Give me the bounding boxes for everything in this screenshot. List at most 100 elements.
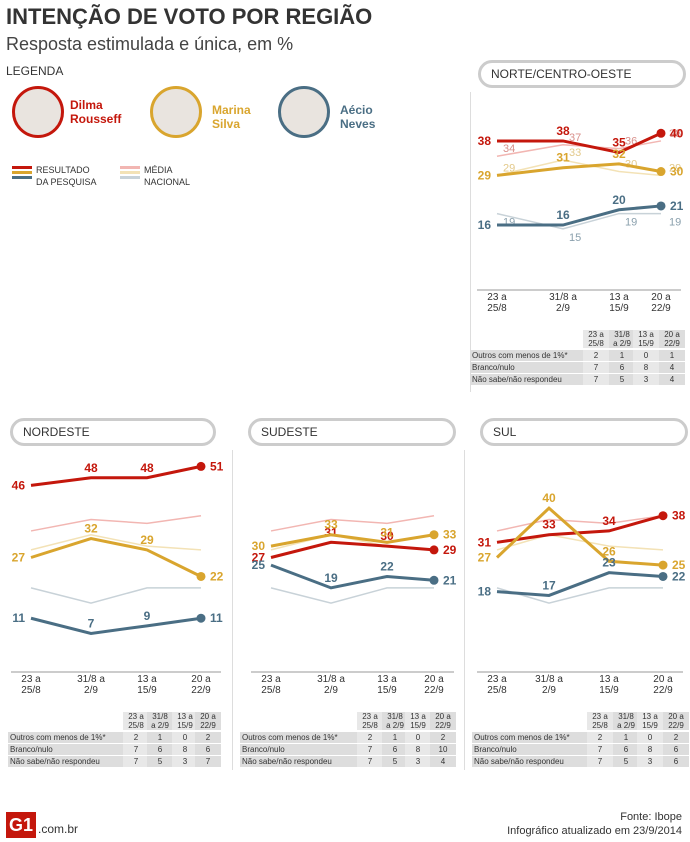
swatch-aecio-avg — [120, 176, 140, 179]
aecio-data-label: 18 — [478, 585, 492, 599]
table-header-line: 31/8 — [387, 712, 403, 721]
swatch-dilma-avg — [120, 166, 140, 169]
table-row-label: Branco/nulo — [8, 744, 123, 755]
table-cell: 6 — [382, 744, 408, 755]
table-header: 31/8 a 2/9 — [382, 712, 408, 730]
table-cell: 3 — [633, 374, 659, 385]
table-header: 13 a 15/9 — [172, 712, 198, 730]
aecio-avg-line — [30, 587, 201, 604]
marina-data-label: 27 — [478, 551, 492, 565]
dilma-end-point — [658, 511, 668, 521]
aecio-data-label: 11 — [210, 611, 223, 625]
table-header-line: a 2/9 — [617, 721, 635, 730]
aecio-avatar — [278, 86, 330, 138]
dilma-data-label: 38 — [672, 509, 686, 523]
marina-line — [30, 536, 202, 578]
aecio-data-label: 19 — [324, 571, 338, 585]
x-tick-label: 22/9 — [191, 685, 211, 696]
region-title-nordeste: NORDESTE — [10, 418, 216, 446]
table-header-line: 25/8 — [362, 721, 378, 730]
marina-data-label: 33 — [324, 518, 338, 532]
marina-data-label: 26 — [602, 544, 616, 558]
aecio-avg-label: 19 — [503, 217, 515, 229]
table-header-line: 23 a — [128, 712, 144, 721]
dilma-data-label: 33 — [542, 518, 556, 532]
marina-line — [270, 533, 435, 548]
legend-resultado-text: RESULTADO DA PESQUISA — [36, 165, 97, 187]
region-title-norte: NORTE/CENTRO-OESTE — [478, 60, 686, 88]
x-tick-label: 25/8 — [487, 303, 507, 314]
marina-data-label: 29 — [478, 168, 492, 182]
table-cell: 1 — [382, 732, 408, 743]
marina-avg-label: 33 — [569, 147, 581, 159]
marina-data-label: 31 — [556, 151, 570, 165]
table-header: 23 a 25/8 — [583, 330, 609, 348]
table-header: 13 a 15/9 — [637, 712, 663, 730]
aecio-end-point — [656, 201, 666, 211]
marina-end-point — [658, 560, 668, 570]
source-text: Fonte: Ibope — [620, 811, 682, 823]
x-tick-label: 31/8 a — [77, 674, 105, 685]
table-cell: 1 — [609, 350, 635, 361]
table-header-line: 13 a — [410, 712, 426, 721]
table-cell: 5 — [382, 756, 408, 767]
table-header: 13 a 15/9 — [405, 712, 431, 730]
table-header-line: 20 a — [200, 712, 216, 721]
marina-data-label: 22 — [210, 569, 224, 583]
page-title: INTENÇÃO DE VOTO POR REGIÃO — [6, 4, 373, 29]
aecio-name: Aécio Neves — [340, 103, 376, 131]
table-cell: 6 — [663, 744, 689, 755]
marina-avg-label: 29 — [669, 162, 681, 174]
table-cell: 6 — [663, 756, 689, 767]
table-header: 23 a 25/8 — [123, 712, 149, 730]
table-cell: 0 — [633, 350, 659, 361]
x-tick-label: 23 a — [487, 292, 507, 303]
aecio-line — [270, 563, 435, 590]
x-tick-label: 22/9 — [653, 685, 673, 696]
page-subtitle: Resposta estimulada e única, em % — [6, 34, 294, 54]
dilma-data-label: 48 — [140, 461, 154, 475]
legend-resultado — [12, 166, 32, 179]
g1-logo[interactable]: G1 — [6, 812, 36, 838]
dilma-avg-label: 37 — [569, 132, 581, 144]
table-header-line: 31/8 — [618, 712, 634, 721]
dilma-data-label: 30 — [380, 529, 394, 543]
marina-data-label: 30 — [252, 539, 266, 553]
marina-line — [496, 162, 662, 177]
marina-avg-line — [496, 533, 664, 551]
table-cell: 2 — [587, 732, 613, 743]
region-title-sudeste: SUDESTE — [248, 418, 456, 446]
x-tick-label: 15/9 — [137, 685, 157, 696]
x-tick-label: 2/9 — [84, 685, 98, 696]
marina-data-label: 32 — [84, 522, 98, 536]
aecio-data-label: 21 — [443, 573, 457, 587]
dilma-data-label: 34 — [602, 514, 616, 528]
dilma-end-point — [656, 128, 666, 138]
aecio-avg-label: 15 — [569, 232, 581, 244]
aecio-data-label: 23 — [602, 556, 616, 570]
marina-avg-line — [30, 533, 202, 551]
dilma-avg-label: 34 — [503, 143, 515, 155]
aecio-end-point — [429, 575, 439, 585]
table-row-label: Não sabe/não respondeu — [472, 756, 587, 767]
legend-label: LEGENDA — [6, 64, 64, 78]
table-header-line: 20 a — [435, 712, 451, 721]
aecio-data-label: 22 — [380, 559, 394, 573]
aecio-data-label: 20 — [612, 193, 626, 207]
table-cell: 3 — [637, 756, 663, 767]
table-cell: 1 — [147, 732, 173, 743]
aecio-avg-line — [496, 587, 663, 604]
dilma-line — [497, 131, 662, 154]
table-row-label: Não sabe/não respondeu — [240, 756, 357, 767]
table-cell: 1 — [613, 732, 639, 743]
table-cell: 7 — [583, 374, 609, 385]
table-cell: 2 — [123, 732, 149, 743]
table-cell: 7 — [357, 756, 383, 767]
table-header-line: 15/9 — [410, 721, 426, 730]
swatch-dilma — [12, 166, 32, 169]
table-cell: 0 — [637, 732, 663, 743]
x-tick-label: 23 a — [21, 674, 41, 685]
dilma-data-label: 38 — [478, 134, 492, 148]
dilma-data-label: 38 — [556, 124, 570, 138]
table-cell: 2 — [357, 732, 383, 743]
